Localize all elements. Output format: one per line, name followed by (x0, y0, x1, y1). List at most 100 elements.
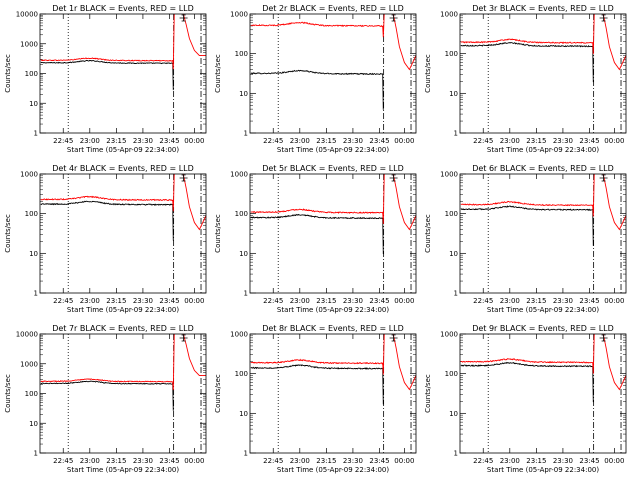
plot-title: Det 7r BLACK = Events, RED = LLD (52, 324, 194, 333)
y-tick-label: 1000 (440, 11, 458, 19)
x-tick-label: 23:00 (290, 137, 310, 145)
y-tick-label: 10 (239, 410, 248, 418)
y-tick-label: 1 (244, 290, 248, 298)
y-tick-label: 100 (25, 390, 38, 398)
y-tick-label: 1000 (20, 360, 38, 368)
x-tick-label: 23:00 (80, 297, 100, 305)
plot-frame (459, 333, 627, 454)
y-tick-label: 1 (454, 290, 458, 298)
detector-plot-2: Det 2r BLACK = Events, RED = LLD Counts/s… (214, 4, 417, 154)
x-tick-label: 00:00 (604, 137, 624, 145)
events-series-line (460, 361, 594, 403)
plot-title: Det 1r BLACK = Events, RED = LLD (52, 4, 194, 13)
x-axis-label: Start Time (05-Apr-09 22:34:00) (487, 466, 599, 474)
error-bar-marker (179, 174, 188, 182)
y-axis-label: Counts/sec (4, 54, 12, 93)
plot-frame (39, 173, 207, 294)
y-tick-label: 10 (449, 250, 458, 258)
y-tick-label: 10 (29, 100, 38, 108)
x-tick-label: 23:45 (369, 297, 389, 305)
x-axis-label: Start Time (05-Apr-09 22:34:00) (277, 306, 389, 314)
y-tick-label: 100 (235, 210, 248, 218)
x-tick-label: 00:00 (604, 297, 624, 305)
y-axis-label: Counts/sec (4, 214, 12, 253)
x-tick-label: 23:45 (579, 137, 599, 145)
x-tick-label: 23:30 (553, 457, 573, 465)
y-tick-label: 100 (445, 370, 458, 378)
x-tick-label: 23:15 (106, 297, 126, 305)
x-axis-label: Start Time (05-Apr-09 22:34:00) (277, 466, 389, 474)
x-axis-label: Start Time (05-Apr-09 22:34:00) (67, 466, 179, 474)
y-tick-label: 1000 (20, 40, 38, 48)
lld-series-line (460, 334, 626, 391)
y-axis-label: Counts/sec (424, 374, 432, 413)
error-bar-marker (179, 14, 188, 22)
lld-series-line (460, 14, 626, 71)
x-tick-label: 23:45 (159, 297, 179, 305)
plot-frame (459, 173, 627, 294)
plot-frame (39, 13, 207, 134)
plot-title: Det 9r BLACK = Events, RED = LLD (472, 324, 614, 333)
plot-title: Det 3r BLACK = Events, RED = LLD (472, 4, 614, 13)
x-tick-label: 00:00 (604, 457, 624, 465)
x-tick-label: 23:15 (526, 457, 546, 465)
y-tick-label: 10 (239, 250, 248, 258)
y-tick-label: 100 (25, 210, 38, 218)
y-tick-label: 1000 (20, 171, 38, 179)
x-tick-label: 23:15 (106, 137, 126, 145)
error-bar-marker (389, 174, 398, 182)
x-tick-label: 22:45 (53, 297, 73, 305)
detector-plot-6: Det 6r BLACK = Events, RED = LLD Counts/s… (424, 164, 627, 314)
detector-plot-1: Det 1r BLACK = Events, RED = LLD Counts/s… (4, 4, 207, 154)
y-tick-label: 10000 (16, 11, 38, 19)
x-tick-label: 23:45 (159, 137, 179, 145)
events-series-line (40, 380, 174, 411)
x-tick-label: 00:00 (394, 297, 414, 305)
x-tick-label: 23:45 (369, 137, 389, 145)
lld-series-line (40, 174, 206, 231)
y-tick-label: 100 (235, 50, 248, 58)
lld-series-line (250, 334, 416, 391)
plot-frame (249, 333, 417, 454)
y-tick-label: 100 (235, 370, 248, 378)
x-tick-label: 00:00 (184, 457, 204, 465)
x-tick-label: 23:30 (343, 457, 363, 465)
x-tick-label: 22:45 (263, 137, 283, 145)
y-tick-label: 10000 (16, 331, 38, 339)
x-tick-label: 23:15 (316, 297, 336, 305)
y-axis-label: Counts/sec (214, 374, 222, 413)
error-bar-marker (599, 174, 608, 182)
y-tick-label: 1000 (440, 331, 458, 339)
x-tick-label: 23:45 (159, 457, 179, 465)
x-tick-label: 23:45 (579, 457, 599, 465)
x-tick-label: 23:30 (133, 137, 153, 145)
x-tick-label: 22:45 (473, 137, 493, 145)
events-series-line (460, 205, 594, 246)
x-tick-label: 23:15 (106, 457, 126, 465)
plot-title: Det 4r BLACK = Events, RED = LLD (52, 164, 194, 173)
y-tick-label: 1000 (230, 11, 248, 19)
detector-plot-5: Det 5r BLACK = Events, RED = LLD Counts/s… (214, 164, 417, 314)
x-tick-label: 22:45 (473, 457, 493, 465)
plot-title: Det 2r BLACK = Events, RED = LLD (262, 4, 404, 13)
x-tick-label: 23:30 (553, 137, 573, 145)
x-tick-label: 23:15 (526, 297, 546, 305)
events-series-line (460, 41, 594, 83)
events-series-line (250, 364, 384, 405)
y-axis-label: Counts/sec (424, 214, 432, 253)
x-tick-label: 23:00 (80, 137, 100, 145)
y-tick-label: 1000 (230, 331, 248, 339)
detector-plot-8: Det 8r BLACK = Events, RED = LLD Counts/s… (214, 324, 417, 474)
y-tick-label: 10 (449, 410, 458, 418)
detector-plot-4: Det 4r BLACK = Events, RED = LLD Counts/s… (4, 164, 207, 314)
x-tick-label: 22:45 (53, 457, 73, 465)
x-axis-label: Start Time (05-Apr-09 22:34:00) (487, 146, 599, 154)
y-tick-label: 1 (454, 130, 458, 138)
x-tick-label: 00:00 (394, 457, 414, 465)
lld-series-line (460, 174, 626, 231)
y-tick-label: 100 (445, 50, 458, 58)
x-axis-label: Start Time (05-Apr-09 22:34:00) (67, 306, 179, 314)
y-tick-label: 1000 (440, 171, 458, 179)
error-bar-marker (599, 334, 608, 342)
y-tick-label: 10 (239, 90, 248, 98)
